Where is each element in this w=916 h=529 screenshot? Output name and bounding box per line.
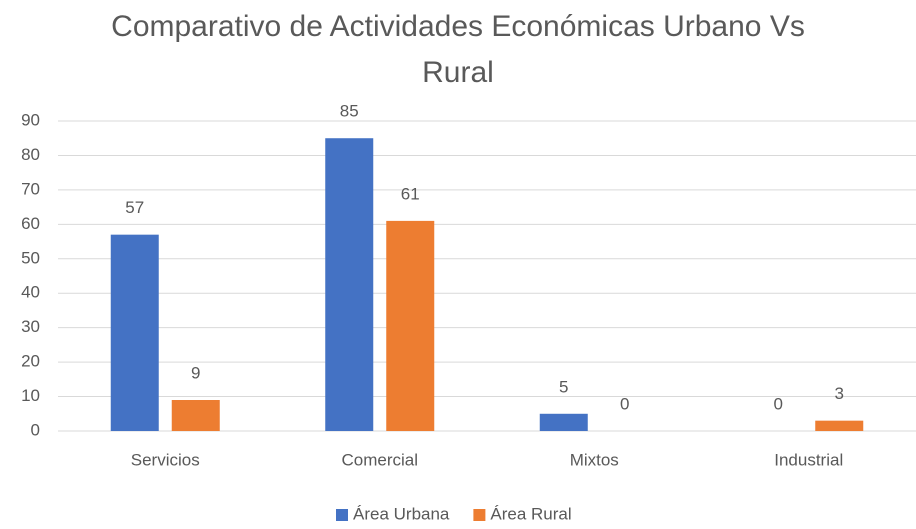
data-label: 9 <box>191 363 200 382</box>
x-tick-label: Servicios <box>131 450 200 469</box>
bar <box>325 138 374 431</box>
bar <box>539 413 588 431</box>
y-tick-label: 30 <box>21 317 40 336</box>
chart-title: Comparativo de Actividades Económicas Ur… <box>111 10 805 89</box>
legend-label: Área Rural <box>490 504 571 523</box>
data-label: 61 <box>401 184 420 203</box>
x-tick-label: Mixtos <box>570 450 619 469</box>
y-tick-label: 40 <box>21 283 40 302</box>
y-tick-label: 60 <box>21 214 40 233</box>
data-label: 57 <box>125 198 144 217</box>
data-label: 3 <box>835 384 844 403</box>
y-tick-label: 70 <box>21 179 40 198</box>
x-tick-label: Industrial <box>774 450 843 469</box>
data-label: 5 <box>559 377 568 396</box>
legend-swatch <box>336 509 348 521</box>
bar <box>171 400 220 431</box>
y-tick-label: 0 <box>31 420 40 439</box>
y-tick-label: 10 <box>21 386 40 405</box>
legend-label: Área Urbana <box>353 504 450 523</box>
x-tick-label: Comercial <box>341 450 418 469</box>
data-label: 85 <box>340 102 359 121</box>
y-tick-label: 20 <box>21 352 40 371</box>
y-tick-label: 50 <box>21 248 40 267</box>
bar <box>386 220 435 431</box>
bar <box>815 420 864 431</box>
y-tick-label: 90 <box>21 110 40 129</box>
data-label: 0 <box>620 394 629 413</box>
y-tick-label: 80 <box>21 145 40 164</box>
data-label: 0 <box>774 394 783 413</box>
bar <box>110 234 159 431</box>
legend-swatch <box>473 509 486 521</box>
